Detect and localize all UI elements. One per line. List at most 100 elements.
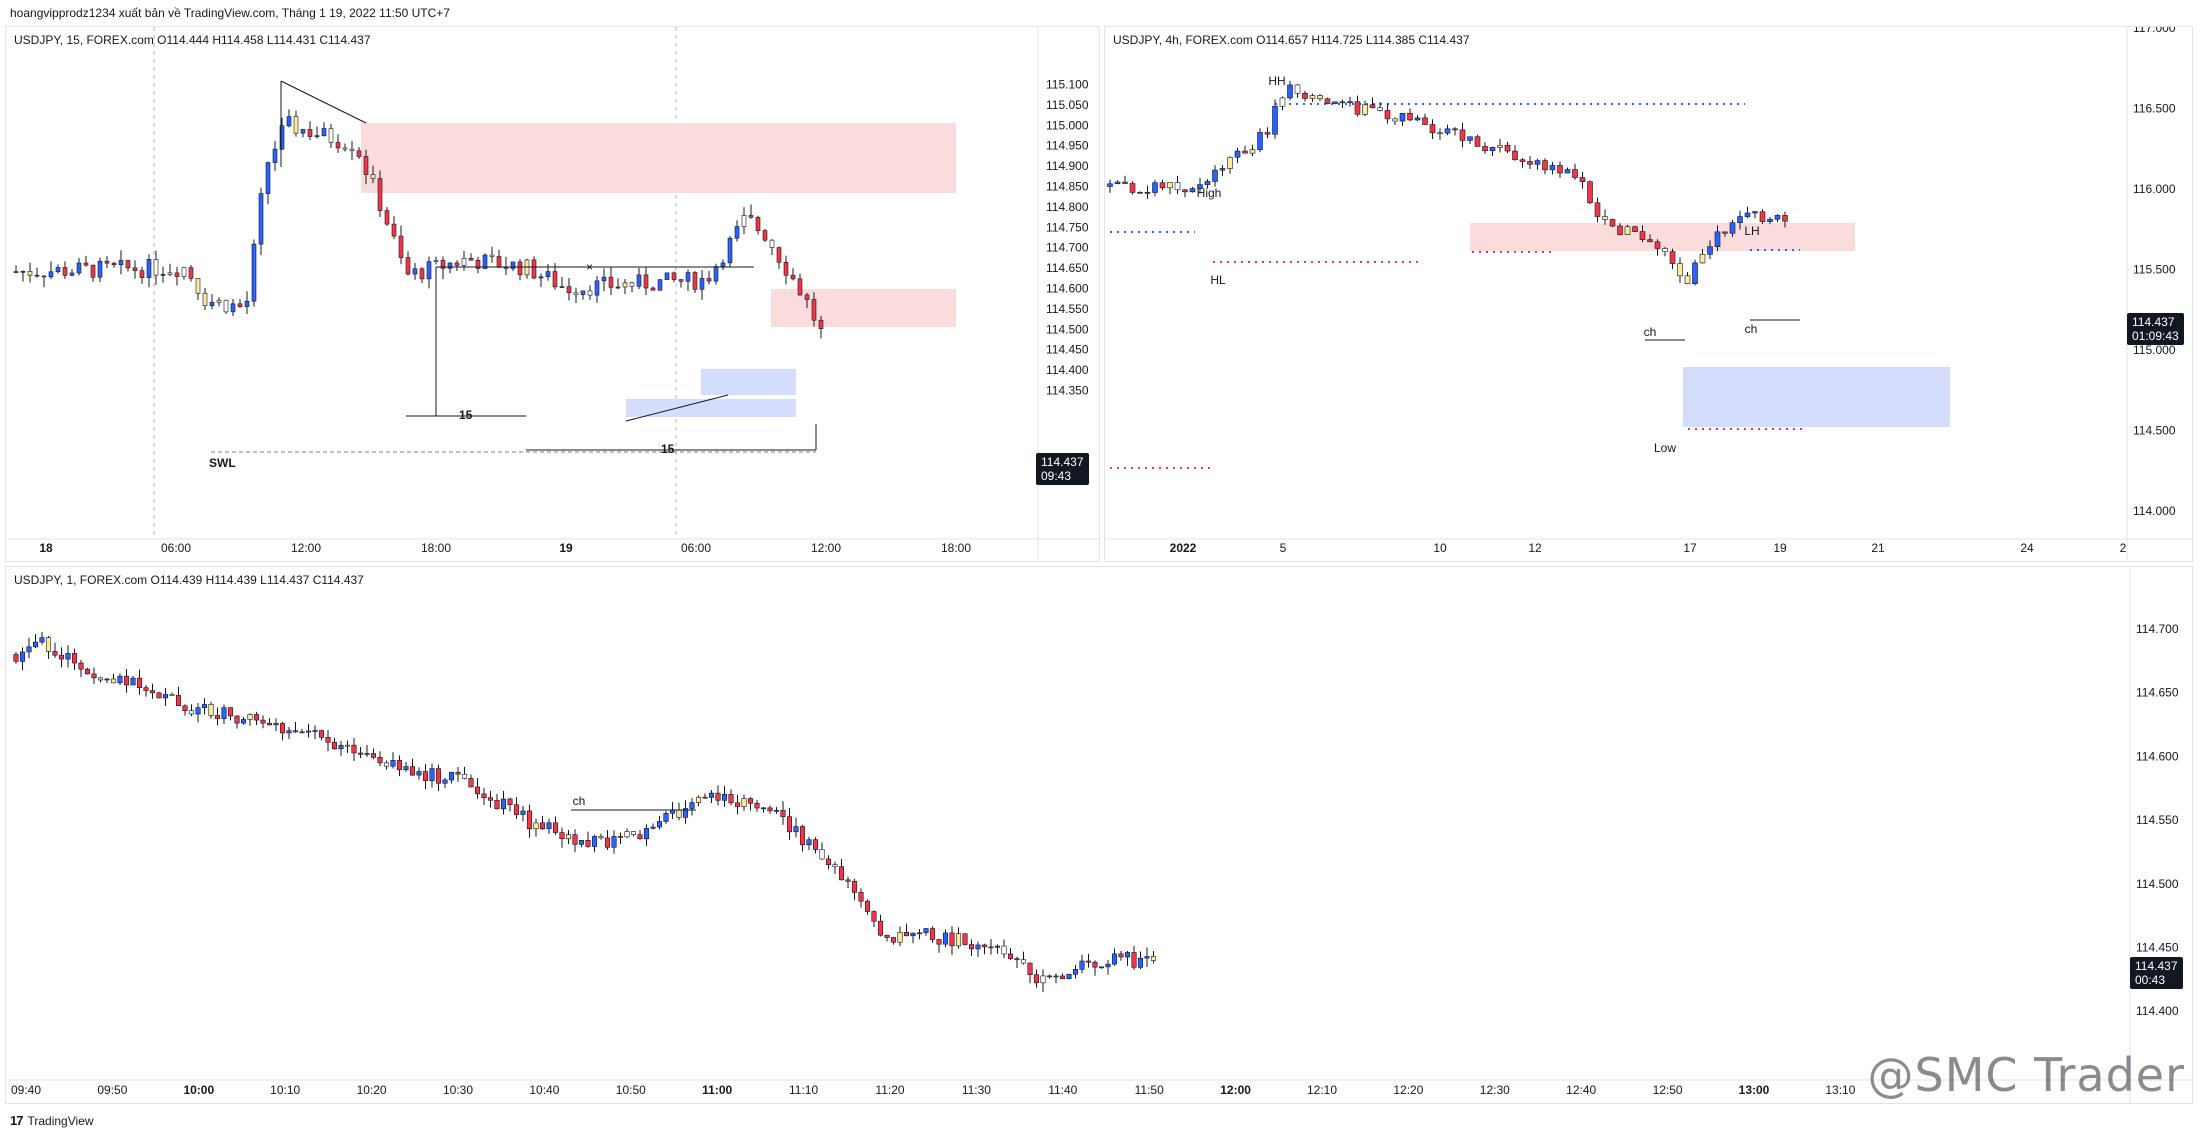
candle-body xyxy=(455,771,461,775)
candle-body xyxy=(55,267,61,273)
candle-body xyxy=(391,223,397,237)
candle-body xyxy=(594,280,600,296)
y-tick-label: 114.500 xyxy=(2136,877,2179,891)
candle-body xyxy=(188,267,194,279)
x-tick-label: 12:00 xyxy=(291,541,321,555)
candle-body xyxy=(1647,239,1653,243)
candle-body xyxy=(657,279,663,291)
candle-body xyxy=(1219,168,1226,171)
candle-body xyxy=(988,946,994,949)
candle-body xyxy=(97,260,103,278)
candle-body xyxy=(790,274,796,280)
candle-body xyxy=(377,178,383,211)
x-tick-label: 12:00 xyxy=(1220,1083,1251,1097)
candle-body xyxy=(403,766,409,771)
price-tag-1m: 114.437 00:43 xyxy=(2130,957,2183,989)
candle-body xyxy=(130,677,136,686)
candle-body xyxy=(487,797,494,801)
candle-body xyxy=(838,866,845,881)
candle-body xyxy=(118,260,124,266)
x-tick-label: 2022 xyxy=(1170,541,1197,555)
candle-body xyxy=(136,677,143,688)
candle-body xyxy=(156,692,162,699)
candle-body xyxy=(636,274,642,287)
candle-body xyxy=(1692,262,1698,285)
candle-body xyxy=(496,256,502,268)
candle-body xyxy=(1437,132,1443,135)
y-tick-label: 114.550 xyxy=(2136,813,2179,827)
candle-body xyxy=(728,794,734,804)
candle-body xyxy=(942,932,949,945)
candle-body xyxy=(864,900,871,912)
x-tick-label: 11:00 xyxy=(702,1083,732,1097)
candle-body xyxy=(489,254,495,257)
y-tick-label: 114.950 xyxy=(1046,139,1089,153)
candle-body xyxy=(1452,128,1458,131)
publisher-line: hoangvipprodz1234 xuất bản về TradingVie… xyxy=(10,6,450,20)
candle-body xyxy=(1564,169,1571,174)
candle-body xyxy=(643,828,650,840)
candle-body xyxy=(1182,189,1188,193)
candle-body xyxy=(776,247,782,263)
y-tick-label: 114.500 xyxy=(1046,322,1089,336)
y-tick-label: 114.450 xyxy=(1046,343,1089,357)
candle-body xyxy=(1737,216,1743,223)
candle-body xyxy=(720,262,726,267)
candle-body xyxy=(1332,101,1338,104)
candle-body xyxy=(1085,960,1092,963)
candle-body xyxy=(331,741,338,750)
candle-body xyxy=(227,707,234,717)
candle-body xyxy=(1354,101,1361,115)
candle-body xyxy=(409,766,416,776)
candle-body xyxy=(1339,101,1346,104)
legend-close: C114.437 xyxy=(1418,33,1470,47)
candle-body xyxy=(1114,181,1121,185)
candle-body xyxy=(454,262,460,266)
candle-body xyxy=(1144,192,1151,194)
candle-body xyxy=(949,932,955,947)
chart-canvas-4h[interactable]: 117.000 116.500 116.000 115.500 115.000 114.5… xyxy=(1105,27,2193,562)
supply-zone xyxy=(771,289,956,327)
range-label: 15 xyxy=(661,442,675,456)
legend-open: O114.439 xyxy=(150,573,203,587)
candle-body xyxy=(32,641,39,648)
x-tick-label: 13:10 xyxy=(1825,1083,1855,1097)
x-tick-label: 06:00 xyxy=(161,541,191,555)
candle-body xyxy=(692,272,698,290)
chart-panel-15m[interactable]: USDJPY, 15, FOREX.com O114.444 H114.458 … xyxy=(5,26,1100,562)
candle-body xyxy=(97,677,104,681)
candle-body xyxy=(448,771,455,781)
candle-body xyxy=(1111,953,1118,965)
x-tick-label: 12:30 xyxy=(1480,1083,1510,1097)
chart-panel-4h[interactable]: USDJPY, 4h, FOREX.com O114.657 H114.725 … xyxy=(1104,26,2193,562)
price-tag-countdown: 00:43 xyxy=(2135,973,2166,987)
candle-body xyxy=(273,723,279,726)
candle-body xyxy=(435,768,442,784)
candle-body xyxy=(83,262,89,266)
candle-body xyxy=(617,836,624,838)
tradingview-logo-text[interactable]: TradingView xyxy=(27,1114,94,1128)
chart-panel-1m[interactable]: USDJPY, 1, FOREX.com O114.439 H114.439 L… xyxy=(5,566,2193,1104)
arrow-line xyxy=(280,80,367,124)
chart-canvas-1m[interactable]: 114.700 114.650 114.600 114.550 114.500 114.4… xyxy=(6,567,2193,1104)
candle-body xyxy=(546,822,552,830)
candle-body xyxy=(533,822,539,830)
legend-high: H114.725 xyxy=(1311,33,1363,47)
footer-bar: 17 TradingView xyxy=(0,1108,2203,1134)
candle-body xyxy=(510,261,516,269)
y-tick-label: 114.700 xyxy=(1046,241,1089,255)
tradingview-logo-icon[interactable]: 17 xyxy=(10,1113,24,1128)
candle-body xyxy=(65,653,71,660)
candle-body xyxy=(1174,182,1181,191)
candle-body xyxy=(78,662,84,670)
high-label: High xyxy=(1197,186,1222,200)
candle-body xyxy=(1617,225,1623,235)
candle-body xyxy=(475,259,481,269)
candle-body xyxy=(851,881,858,893)
candle-body xyxy=(858,892,864,902)
candle-body xyxy=(1014,958,1020,961)
candle-body xyxy=(903,932,910,937)
chart-canvas-15m[interactable]: 115.100 115.050 115.000 114.950 114.900 114.8… xyxy=(6,27,1100,562)
candle-body xyxy=(910,932,916,937)
candle-body xyxy=(1639,231,1646,240)
